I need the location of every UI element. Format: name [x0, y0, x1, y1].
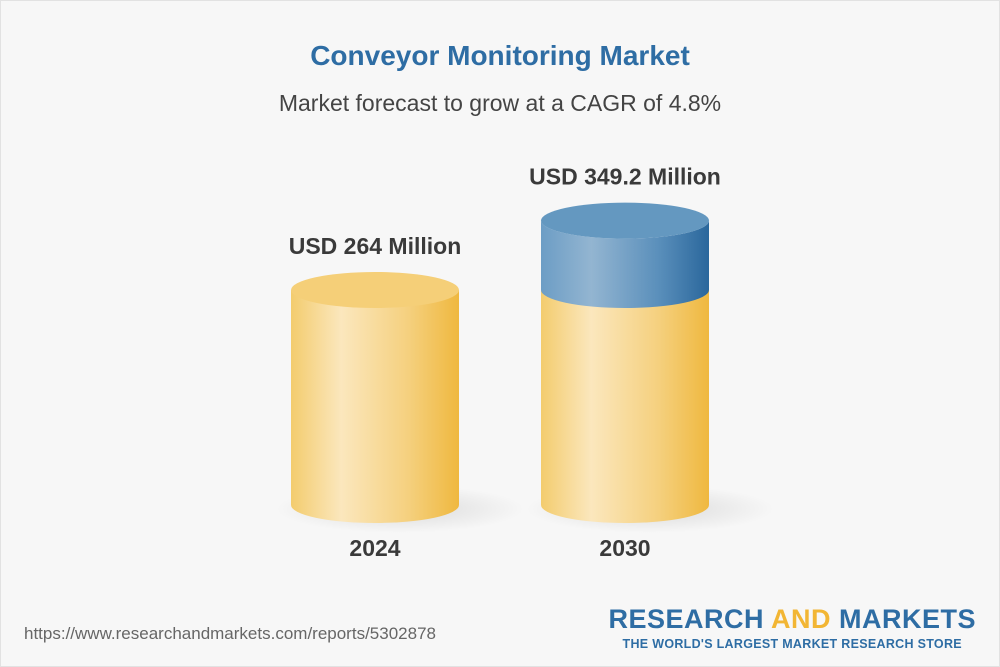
- category-label: 2024: [349, 535, 400, 561]
- bar-base-2024: [291, 290, 459, 523]
- logo-tagline: THE WORLD'S LARGEST MARKET RESEARCH STOR…: [622, 637, 962, 651]
- category-label: 2030: [599, 535, 650, 561]
- bar-top-2024: [291, 272, 459, 308]
- logo-text-and: AND: [771, 604, 831, 634]
- chart-title: Conveyor Monitoring Market: [310, 40, 690, 71]
- research-and-markets-logo: RESEARCH AND MARKETS THE WORLD'S LARGEST…: [608, 604, 976, 651]
- bar-growth-2030: [541, 220, 709, 308]
- bar-top-2030: [541, 202, 709, 239]
- report-url[interactable]: https://www.researchandmarkets.com/repor…: [24, 624, 436, 643]
- data-label: USD 264 Million: [289, 233, 462, 259]
- data-label: USD 349.2 Million: [529, 164, 721, 190]
- chart-subtitle: Market forecast to grow at a CAGR of 4.8…: [278, 90, 722, 116]
- logo-text: MARKETS: [831, 604, 976, 634]
- logo-text: RESEARCH: [608, 604, 771, 634]
- bar-base-2030: [541, 290, 709, 523]
